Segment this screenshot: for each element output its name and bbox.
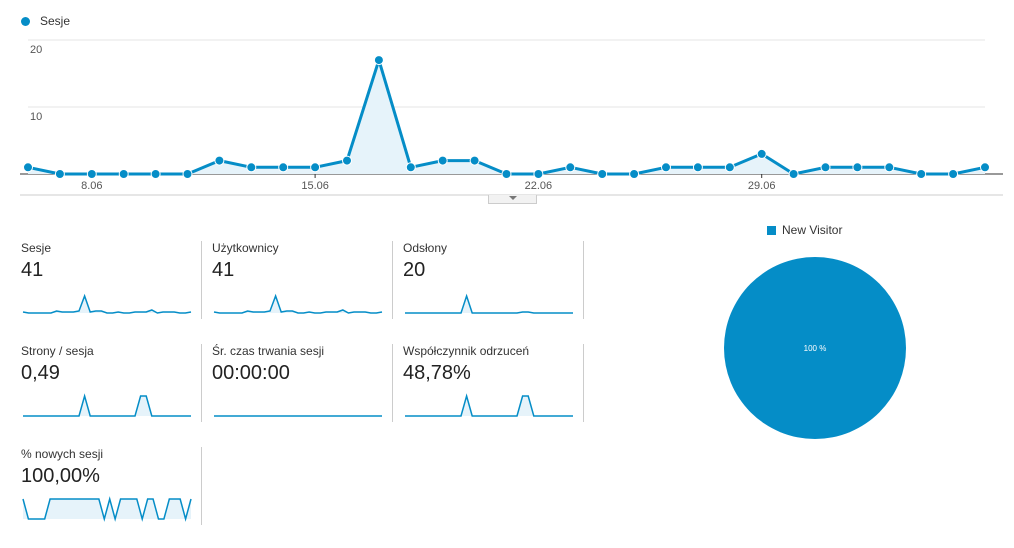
metric-value: 00:00:00 (212, 362, 290, 384)
data-point[interactable] (756, 148, 767, 159)
sparkline-line (213, 293, 383, 314)
data-point[interactable] (629, 169, 640, 179)
metric-value: 41 (21, 259, 44, 281)
data-point[interactable] (597, 169, 608, 179)
data-point[interactable] (405, 162, 416, 173)
y-tick-label: 10 (30, 111, 42, 123)
legend-square-icon (767, 225, 776, 235)
tile-divider (201, 447, 202, 525)
metric-value: 41 (212, 259, 235, 281)
triangle-down-icon (509, 196, 517, 200)
pie-slice-label: 100 % (804, 344, 827, 353)
visitor-type-pie-chart[interactable]: 100 % (724, 257, 906, 439)
tile-divider (392, 241, 393, 319)
metric-label: Strony / sesja (21, 344, 94, 358)
sparkline-area (23, 396, 191, 416)
sparkline-line (23, 393, 191, 417)
data-point[interactable] (916, 169, 927, 179)
x-tick-label: 22.06 (525, 180, 553, 192)
data-point[interactable] (788, 169, 799, 179)
metric-label: Użytkownicy (212, 241, 279, 255)
metric-tile[interactable]: Użytkownicy 41 (212, 241, 383, 321)
pie-slice[interactable] (724, 257, 906, 439)
data-point[interactable] (692, 162, 703, 173)
data-point[interactable] (118, 169, 129, 179)
metric-label: Współczynnik odrzuceń (403, 344, 530, 358)
data-point[interactable] (246, 162, 257, 173)
sparkline-line (22, 293, 192, 314)
tile-divider (201, 344, 202, 422)
metric-label: Odsłony (403, 241, 448, 255)
x-tick-label: 15.06 (301, 180, 329, 192)
legend-label: Sesje (40, 14, 71, 28)
metric-value: 48,78% (403, 362, 471, 384)
data-point[interactable] (310, 162, 321, 173)
metric-sparkline (405, 393, 573, 417)
tile-divider (583, 344, 584, 422)
sparkline-line (22, 496, 192, 522)
series-area (28, 60, 985, 174)
sparkline-area (405, 396, 573, 416)
metric-sparkline (213, 293, 383, 314)
data-point[interactable] (342, 155, 352, 166)
metric-label: Śr. czas trwania sesji (212, 344, 325, 358)
data-point[interactable] (980, 162, 990, 173)
x-tick-label: 29.06 (748, 180, 776, 192)
sparkline-area (23, 296, 191, 313)
data-point[interactable] (150, 169, 161, 179)
metric-value: 100,00% (21, 465, 100, 487)
tile-divider (392, 344, 393, 422)
metric-tile[interactable]: Strony / sesja 0,49 (21, 344, 191, 424)
data-point[interactable] (86, 169, 97, 179)
data-point[interactable] (948, 169, 959, 179)
legend-dot-icon (21, 16, 30, 26)
y-tick-label: 20 (30, 44, 42, 56)
data-point[interactable] (533, 169, 544, 179)
series-line (27, 58, 986, 176)
sessions-line-chart[interactable]: 20 10 8.06 15.06 22.06 29.06 (0, 0, 1014, 200)
metric-label: % nowych sesji (21, 447, 104, 461)
metric-label: Sesje (21, 241, 52, 255)
pie-legend-label: New Visitor (782, 223, 843, 237)
metric-tile[interactable]: Odsłony 20 (403, 241, 573, 321)
metric-tile[interactable]: Współczynnik odrzuceń 48,78% (403, 344, 573, 424)
data-point[interactable] (852, 162, 863, 173)
metric-tile[interactable]: Śr. czas trwania sesji 00:00:00 (212, 344, 382, 424)
data-point[interactable] (501, 169, 512, 179)
data-point[interactable] (469, 155, 480, 166)
metric-sparkline (22, 496, 192, 522)
sparkline-area (214, 296, 382, 313)
data-point[interactable] (23, 162, 33, 173)
data-point[interactable] (214, 155, 225, 166)
data-point[interactable] (724, 162, 735, 173)
metric-tile[interactable]: % nowych sesji 100,00% (21, 447, 192, 527)
metric-tile[interactable]: Sesje 41 (21, 241, 192, 321)
metric-value: 0,49 (21, 362, 60, 384)
sparkline-line (405, 293, 573, 314)
tile-divider (201, 241, 202, 319)
data-point[interactable] (182, 169, 193, 179)
data-point[interactable] (373, 55, 384, 66)
chart-legend: Sesje (21, 14, 70, 28)
sparkline-area (405, 296, 573, 313)
metric-sparkline (405, 293, 573, 314)
data-point[interactable] (661, 162, 671, 173)
metric-sparkline (23, 393, 191, 417)
data-point[interactable] (437, 155, 448, 166)
x-tick-label: 8.06 (81, 180, 102, 192)
metric-sparkline (22, 293, 192, 314)
data-point[interactable] (54, 169, 65, 179)
chart-collapse-toggle[interactable] (488, 195, 537, 204)
pie-legend: New Visitor (767, 223, 842, 237)
metric-value: 20 (403, 259, 426, 281)
metric-sparkline (214, 415, 382, 417)
data-point[interactable] (278, 162, 289, 173)
tile-divider (583, 241, 584, 319)
data-point[interactable] (884, 162, 895, 173)
data-point[interactable] (565, 162, 576, 173)
data-point[interactable] (820, 162, 831, 173)
sparkline-line (405, 393, 573, 417)
